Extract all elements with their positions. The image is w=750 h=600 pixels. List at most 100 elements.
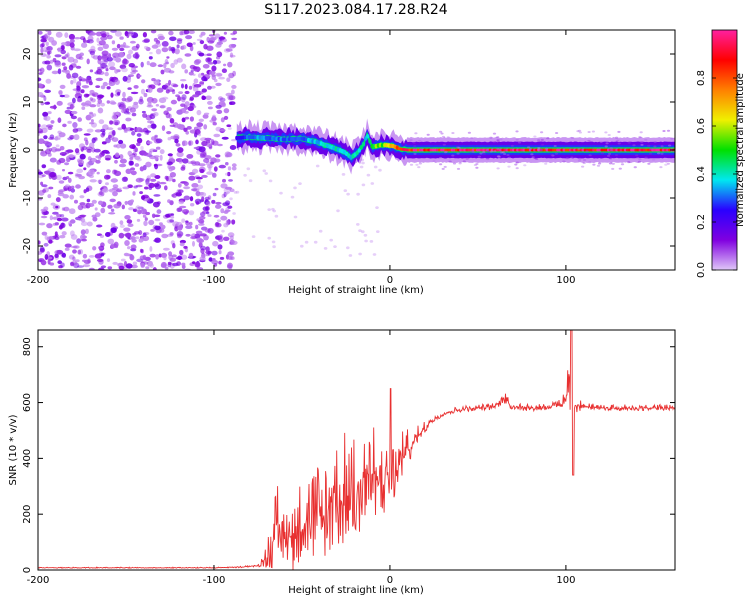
noise-speckle bbox=[129, 127, 135, 131]
snr-ylabel: SNR (10 * v/v) bbox=[8, 414, 19, 485]
noise-speckle bbox=[225, 48, 233, 52]
noise-speckle bbox=[149, 148, 156, 153]
noise-speckle bbox=[358, 229, 362, 233]
band-fleck bbox=[615, 136, 619, 139]
noise-speckle bbox=[235, 190, 240, 194]
noise-speckle bbox=[40, 208, 47, 212]
noise-speckle bbox=[118, 139, 124, 145]
noise-speckle bbox=[179, 239, 186, 244]
noise-speckle bbox=[156, 87, 164, 93]
band-cell bbox=[581, 148, 585, 152]
band-fleck bbox=[653, 140, 657, 143]
noise-speckle bbox=[94, 207, 98, 211]
noise-speckle bbox=[154, 183, 162, 190]
noise-speckle bbox=[194, 261, 201, 268]
noise-speckle bbox=[148, 219, 155, 226]
noise-speckle bbox=[58, 132, 66, 138]
noise-speckle bbox=[71, 72, 79, 79]
noise-speckle bbox=[141, 79, 146, 84]
noise-speckle bbox=[94, 129, 102, 133]
noise-speckle bbox=[108, 189, 114, 192]
noise-speckle bbox=[364, 239, 368, 243]
noise-speckle bbox=[115, 111, 119, 116]
noise-speckle bbox=[187, 161, 194, 165]
band-fleck bbox=[451, 154, 455, 157]
noise-speckle bbox=[142, 32, 147, 38]
band-fleck bbox=[537, 147, 541, 149]
noise-speckle bbox=[181, 262, 186, 266]
noise-speckle bbox=[61, 42, 67, 46]
noise-speckle bbox=[272, 209, 277, 213]
band-fleck bbox=[644, 138, 648, 141]
noise-speckle bbox=[219, 234, 223, 240]
figure-title: S117.2023.084.17.28.R24 bbox=[264, 2, 447, 18]
noise-speckle bbox=[170, 215, 175, 219]
noise-speckle bbox=[214, 222, 220, 228]
noise-speckle bbox=[192, 187, 200, 192]
noise-speckle bbox=[224, 186, 233, 190]
noise-speckle bbox=[59, 84, 66, 89]
band-fleck bbox=[636, 156, 640, 159]
noise-speckle bbox=[47, 51, 51, 56]
noise-speckle bbox=[300, 244, 304, 248]
noise-speckle bbox=[180, 166, 186, 171]
band-fleck bbox=[607, 134, 611, 136]
noise-speckle bbox=[89, 69, 94, 73]
band-fleck bbox=[576, 130, 580, 133]
noise-speckle bbox=[38, 77, 42, 82]
band-fleck bbox=[565, 157, 569, 160]
noise-speckle bbox=[154, 218, 161, 222]
noise-speckle bbox=[93, 148, 101, 153]
noise-speckle bbox=[188, 140, 192, 146]
band-fleck bbox=[578, 157, 582, 160]
noise-speckle bbox=[182, 158, 189, 164]
noise-speckle bbox=[206, 53, 212, 56]
noise-speckle bbox=[97, 46, 104, 51]
noise-speckle bbox=[46, 223, 53, 229]
noise-speckle bbox=[47, 50, 52, 55]
noise-speckle bbox=[167, 199, 171, 204]
noise-speckle bbox=[199, 233, 207, 237]
noise-speckle bbox=[148, 182, 155, 189]
noise-speckle bbox=[90, 119, 94, 123]
noise-speckle bbox=[108, 212, 116, 215]
noise-speckle bbox=[168, 70, 175, 74]
noise-speckle bbox=[184, 83, 188, 90]
noise-speckle bbox=[70, 63, 77, 68]
noise-speckle bbox=[229, 145, 237, 150]
band-fleck bbox=[592, 163, 596, 166]
noise-speckle bbox=[119, 154, 124, 160]
noise-speckle bbox=[176, 231, 184, 237]
noise-speckle bbox=[159, 105, 166, 109]
noise-speckle bbox=[215, 201, 222, 205]
noise-speckle bbox=[100, 253, 105, 257]
noise-speckle bbox=[213, 166, 218, 172]
noise-speckle bbox=[184, 90, 190, 95]
noise-speckle bbox=[61, 153, 66, 157]
noise-speckle bbox=[95, 31, 103, 37]
noise-speckle bbox=[75, 65, 82, 69]
noise-speckle bbox=[165, 215, 171, 218]
noise-speckle bbox=[268, 179, 273, 183]
noise-speckle bbox=[44, 234, 48, 240]
noise-speckle bbox=[119, 224, 125, 228]
noise-speckle bbox=[92, 93, 96, 97]
noise-speckle bbox=[191, 183, 199, 188]
noise-speckle bbox=[176, 57, 183, 63]
noise-speckle bbox=[153, 112, 159, 117]
noise-speckle bbox=[123, 252, 130, 257]
y-tick-label: 0 bbox=[22, 147, 33, 153]
noise-speckle bbox=[52, 58, 57, 63]
noise-speckle bbox=[59, 94, 65, 98]
noise-speckle bbox=[98, 200, 103, 205]
noise-speckle bbox=[168, 113, 172, 120]
noise-speckle bbox=[38, 92, 44, 97]
noise-speckle bbox=[315, 164, 320, 168]
band-fleck bbox=[418, 162, 422, 165]
band-fleck bbox=[471, 150, 475, 153]
noise-speckle bbox=[118, 265, 125, 270]
band-fleck bbox=[443, 165, 447, 168]
noise-speckle bbox=[75, 53, 82, 60]
noise-speckle bbox=[135, 236, 140, 240]
band-fleck bbox=[577, 148, 581, 150]
